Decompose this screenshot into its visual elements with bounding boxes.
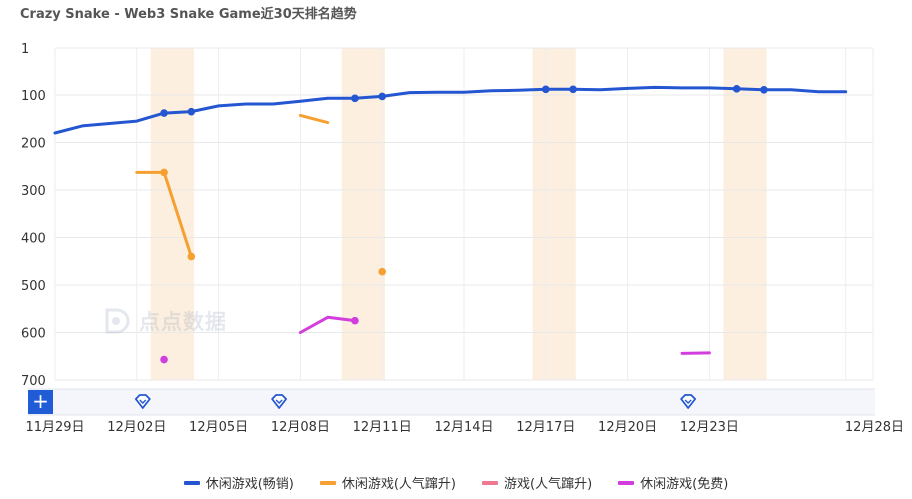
- x-tick-label: 12月11日: [353, 420, 412, 435]
- data-point: [351, 94, 359, 103]
- grid-lines: [54, 47, 874, 381]
- highlight-band: [532, 48, 576, 380]
- legend-label: 休闲游戏(免费): [640, 477, 729, 492]
- legend-item[interactable]: 休闲游戏(畅销): [183, 473, 294, 492]
- data-point: [351, 316, 359, 325]
- event-diamond-icon: [134, 394, 151, 409]
- data-point: [542, 85, 550, 94]
- event-diamond-icon: [271, 394, 288, 409]
- x-tick-label: 12月02日: [107, 420, 166, 435]
- y-axis: 1 100 200 300 400 500 600 700: [21, 42, 46, 389]
- legend-item[interactable]: 游戏(人气蹿升): [482, 473, 592, 492]
- series-休闲游戏(人气蹿升): [135, 113, 387, 276]
- event-diamond-icon: [680, 394, 697, 409]
- legend-item[interactable]: 休闲游戏(免费): [618, 473, 728, 492]
- x-tick-label: 12月23日: [680, 420, 739, 435]
- series-line: [680, 351, 711, 355]
- legend-swatch: [482, 480, 498, 485]
- legend-swatch: [183, 480, 200, 485]
- rank-trend-chart: 1 100 200 300 400 500 600 700 11月29日 12月02日 12月05…: [21, 42, 904, 435]
- y-tick-label: 200: [21, 137, 46, 152]
- x-tick-label: 12月20日: [598, 420, 657, 435]
- event-diamond-shape: [680, 394, 697, 409]
- series-休闲游戏(畅销): [53, 85, 848, 135]
- data-point: [732, 85, 741, 93]
- watermark-logo-icon: [105, 308, 130, 334]
- series-休闲游戏(免费): [160, 315, 711, 364]
- y-tick-label: 700: [21, 374, 46, 389]
- event-diamond-inner: [139, 399, 147, 404]
- data-point: [160, 109, 168, 117]
- series-line: [53, 85, 848, 135]
- legend-swatch: [618, 480, 635, 485]
- highlight-band: [150, 48, 195, 380]
- data-point: [378, 92, 387, 101]
- x-tick-label: 11月29日: [25, 420, 84, 435]
- x-axis: 11月29日 12月02日 12月05日 12月08日 12月11日 12月14日 12月1…: [25, 420, 904, 435]
- data-point: [760, 85, 768, 94]
- legend-label: 休闲游戏(人气蹿升): [341, 477, 456, 492]
- chart-legend: 休闲游戏(畅销) 休闲游戏(人气蹿升) 游戏(人气蹿升) 休闲游戏(免费): [0, 473, 912, 492]
- x-tick-label: 12月08日: [271, 420, 330, 435]
- legend-swatch: [319, 480, 336, 485]
- y-tick-label: 600: [21, 327, 46, 342]
- highlight-band: [341, 48, 385, 380]
- y-tick-label: 500: [21, 279, 46, 294]
- series-layer: [53, 85, 848, 364]
- y-tick-label: 1: [21, 42, 29, 57]
- x-tick-label: 12月05日: [189, 420, 248, 435]
- event-diamond-inner: [684, 399, 692, 404]
- data-point: [569, 85, 577, 94]
- data-point: [187, 252, 196, 261]
- x-tick-label: 12月14日: [434, 420, 493, 435]
- data-point: [378, 267, 387, 276]
- watermark: 点点数据: [103, 306, 227, 336]
- event-diamond-inner: [275, 399, 283, 404]
- event-diamond-shape: [271, 394, 288, 409]
- x-tick-label: 12月17日: [516, 420, 575, 435]
- time-slider: [28, 388, 875, 416]
- data-point: [160, 355, 168, 364]
- data-point: [160, 168, 168, 177]
- highlight-bands: [150, 48, 767, 380]
- x-tick-label: 12月28日: [845, 420, 904, 435]
- event-diamond-shape: [134, 394, 151, 409]
- legend-item[interactable]: 休闲游戏(人气蹿升): [319, 473, 456, 492]
- y-tick-label: 300: [21, 184, 46, 199]
- y-tick-label: 100: [21, 89, 46, 104]
- series-line: [298, 113, 330, 125]
- watermark-text: 点点数据: [139, 310, 227, 334]
- highlight-band: [723, 48, 767, 380]
- slider-track: [28, 389, 875, 415]
- add-event-button[interactable]: +: [28, 390, 53, 414]
- data-point: [187, 107, 196, 116]
- series-line: [298, 315, 357, 334]
- legend-label: 游戏(人气蹿升): [504, 477, 593, 492]
- y-tick-label: 400: [21, 232, 46, 247]
- chart-title: Crazy Snake - Web3 Snake Game近30天排名趋势: [20, 7, 357, 22]
- legend-label: 休闲游戏(畅销): [205, 477, 294, 492]
